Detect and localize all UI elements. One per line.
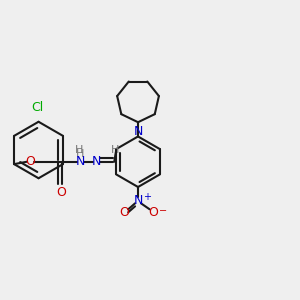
Text: O: O xyxy=(57,186,67,200)
Text: H: H xyxy=(76,149,84,159)
Text: N: N xyxy=(92,155,101,168)
Text: Cl: Cl xyxy=(31,101,43,114)
Text: H: H xyxy=(111,145,119,155)
Text: O: O xyxy=(148,206,158,219)
Text: N: N xyxy=(75,155,85,168)
Text: H: H xyxy=(74,145,83,155)
Text: −: − xyxy=(158,206,167,216)
Text: O: O xyxy=(26,155,35,168)
Text: +: + xyxy=(143,192,152,203)
Text: N: N xyxy=(133,194,143,207)
Text: N: N xyxy=(133,125,143,138)
Text: O: O xyxy=(120,206,130,219)
